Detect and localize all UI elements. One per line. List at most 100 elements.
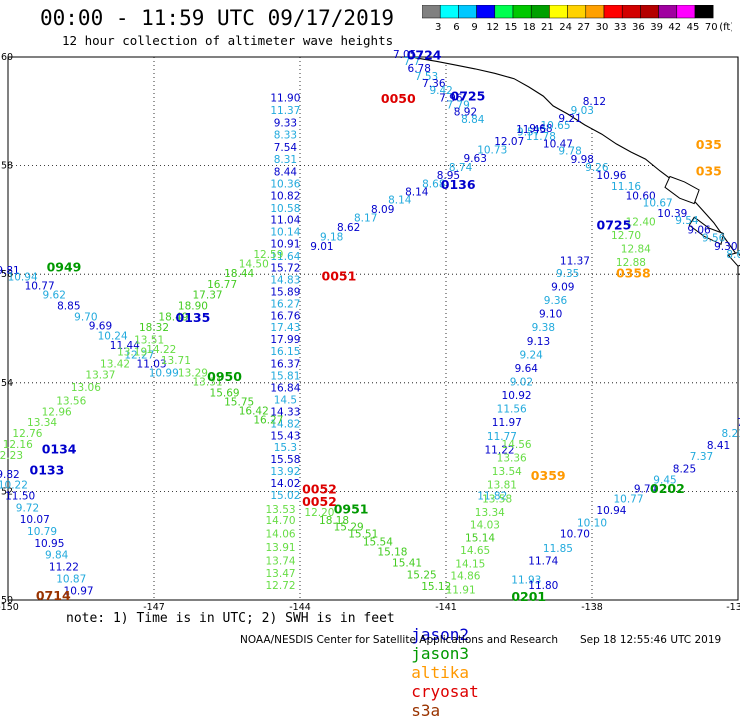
legend-jason3: jason3: [411, 644, 470, 663]
swh-value: 9.56: [702, 233, 726, 245]
swh-value: 12.59: [253, 249, 283, 261]
swh-value: 13.56: [56, 396, 86, 408]
swh-value: 11.77: [487, 431, 517, 443]
swh-value: 8.85: [57, 300, 80, 312]
swh-value: 10.70: [560, 529, 590, 541]
lat-axis-label: 54: [1, 378, 13, 389]
swh-value: 11.45: [516, 124, 546, 136]
swh-value: 10.94: [596, 505, 626, 517]
swh-value: 18.18: [319, 515, 349, 527]
lon-axis-label: -147: [143, 602, 165, 613]
swh-value: 8.74: [449, 162, 473, 174]
swh-value: 9.18: [320, 232, 343, 244]
swh-value: 9.57: [517, 127, 540, 139]
swh-value: 9.33: [274, 118, 297, 130]
swh-value: 10.99: [149, 367, 179, 379]
swh-value: 8.09: [371, 204, 394, 216]
swh-value: 18.44: [224, 268, 254, 280]
swh-value: 9.72: [16, 502, 39, 514]
pass-label: 0135: [176, 310, 211, 325]
swh-value: 10.97: [64, 586, 94, 598]
swh-value: 9.84: [45, 550, 69, 562]
swh-value: 15.81: [270, 371, 300, 383]
swh-value: 15.18: [377, 546, 407, 558]
swh-value: 10.79: [27, 526, 57, 538]
units-note: note: 1) Time is in UTC; 2) SWH is in fe…: [66, 611, 395, 626]
pass-label: 0358: [616, 265, 651, 280]
swh-value: 8.92: [454, 107, 477, 119]
swh-value: 12.40: [626, 216, 656, 228]
swh-value: 10.95: [34, 538, 64, 550]
pass-label: 0052: [302, 494, 337, 509]
legend-cryosat: cryosat: [411, 682, 479, 701]
swh-value: 9.63: [464, 153, 487, 165]
swh-value: 10.14: [270, 227, 300, 239]
swh-value: 12.72: [266, 580, 296, 592]
swh-value: 11.56: [497, 404, 527, 416]
swh-value: 11.50: [5, 491, 35, 503]
swh-value: 10.73: [477, 145, 507, 157]
swh-value: 12.16: [3, 439, 33, 451]
swh-value: 18.90: [178, 300, 208, 312]
swh-value: 10.94: [8, 272, 38, 284]
coast-island: [688, 216, 724, 246]
swh-value: 9.30: [714, 241, 737, 253]
swh-value: 7.37: [690, 451, 713, 463]
swh-value: 8.33: [274, 129, 297, 141]
swh-value: 17.99: [270, 334, 300, 346]
swh-value: 8.21: [721, 428, 740, 440]
swh-value: 14.56: [502, 439, 532, 451]
pass-label: 0725: [597, 218, 632, 233]
swh-value: 6.78: [408, 63, 431, 75]
pass-label: 0951: [334, 502, 369, 517]
swh-value: 13.51: [134, 335, 164, 347]
page-title: 00:00 - 11:59 UTC 09/17/2019: [40, 6, 395, 30]
colorbar-label: 15: [505, 22, 518, 33]
swh-value: 10.22: [0, 480, 28, 492]
swh-value: 10.77: [25, 280, 55, 292]
swh-value: 10.24: [98, 330, 128, 342]
swh-value: 10.60: [626, 190, 656, 202]
swh-value: 14.50: [239, 259, 269, 271]
swh-value: 15.72: [270, 262, 300, 274]
swh-value: 7.4: [737, 417, 740, 429]
colorbar-label: 6: [453, 22, 459, 33]
swh-value: 8.84: [461, 114, 485, 126]
swh-value: 9.98: [571, 154, 594, 166]
swh-value: 12.07: [494, 136, 524, 148]
swh-value: 9.09: [551, 281, 574, 293]
swh-value: 11.91: [446, 584, 476, 596]
swh-value: 15.69: [210, 387, 240, 399]
swh-value: 7.36: [422, 78, 446, 90]
swh-value: 13.19: [117, 347, 147, 359]
swh-value: 12.70: [611, 230, 641, 242]
swh-value: 9.02: [510, 377, 533, 389]
pass-label: 0725: [451, 88, 486, 103]
swh-value: 10.07: [20, 514, 50, 526]
swh-value: 11.22: [49, 562, 79, 574]
page-subtitle: 12 hour collection of altimeter wave hei…: [62, 33, 394, 48]
swh-value: 10.67: [643, 197, 673, 209]
swh-value: 9.21: [558, 113, 581, 125]
swh-value: 12.96: [42, 406, 72, 418]
swh-value: 12.27: [124, 349, 154, 361]
swh-value: 11.74: [528, 556, 558, 568]
swh-value: 16.42: [239, 405, 269, 417]
swh-value: 15.75: [224, 397, 254, 409]
swh-value: 9.62: [43, 290, 66, 302]
swh-value: 9.03: [571, 105, 594, 117]
swh-value: 14.06: [266, 529, 296, 541]
swh-value: 15.3: [274, 442, 297, 454]
colorbar-label: 42: [668, 22, 681, 33]
swh-value: 9.78: [558, 146, 581, 158]
swh-value: 14.82: [270, 418, 300, 430]
swh-value: 8.64: [726, 249, 740, 261]
colorbar-unit: (ft): [719, 22, 732, 33]
swh-value: 9.42: [429, 85, 452, 97]
swh-value: 10.87: [56, 574, 86, 586]
swh-value: 12.23: [0, 450, 23, 462]
lon-axis-label: -144: [289, 602, 311, 613]
swh-value: 8.95: [437, 170, 460, 182]
swh-value: 11.03: [137, 359, 167, 371]
swh-value: 8.31: [274, 154, 297, 166]
